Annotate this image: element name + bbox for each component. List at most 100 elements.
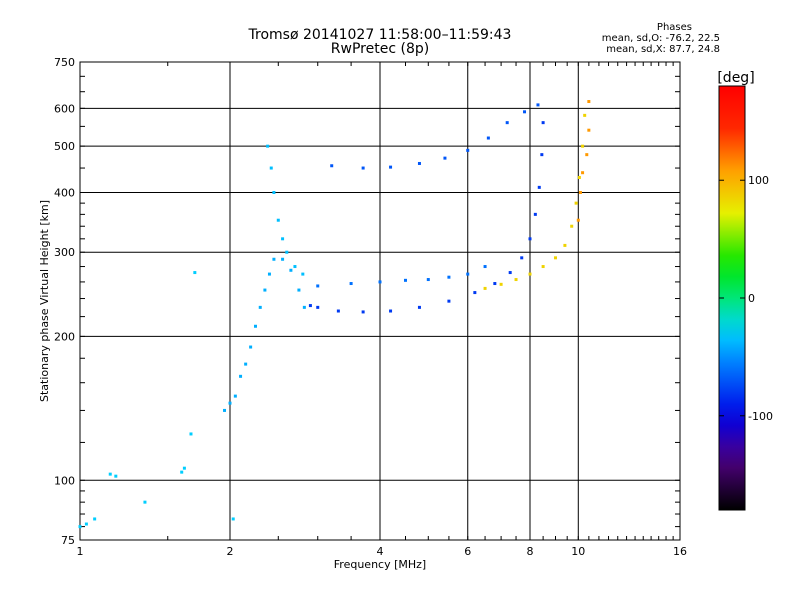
y-tick-label: 600: [54, 102, 75, 115]
data-point: [403, 278, 407, 282]
data-point: [93, 517, 97, 521]
data-point: [570, 224, 574, 228]
data-point: [563, 243, 567, 247]
data-point: [349, 282, 353, 286]
y-tick-label: 100: [54, 474, 75, 487]
data-point: [536, 103, 540, 107]
data-point: [581, 144, 585, 148]
data-point: [336, 309, 340, 313]
y-axis-label: Stationary phase Virtual Height [km]: [38, 200, 51, 402]
data-point: [587, 128, 591, 132]
data-point: [514, 278, 518, 282]
x-tick-label: 10: [571, 545, 585, 558]
data-point: [581, 171, 585, 175]
y-tick-label: 300: [54, 246, 75, 259]
data-point: [508, 271, 512, 275]
data-point: [239, 374, 243, 378]
y-tick-label: 400: [54, 186, 75, 199]
y-tick-label: 75: [61, 534, 75, 547]
data-point: [263, 288, 267, 292]
data-point: [285, 250, 289, 254]
data-point: [576, 218, 580, 222]
phase-info-o: mean, sd,O: -76.2, 22.5: [601, 33, 720, 44]
data-point: [466, 272, 470, 276]
data-point: [269, 166, 273, 170]
data-point: [378, 280, 382, 284]
data-point: [528, 237, 532, 241]
colorbar-tick-label: -100: [748, 410, 773, 423]
data-point: [361, 310, 365, 314]
data-point: [302, 305, 306, 309]
data-point: [272, 257, 276, 261]
y-tick-label: 200: [54, 330, 75, 343]
data-point: [587, 100, 591, 104]
data-point: [574, 201, 578, 205]
data-point: [78, 525, 82, 529]
data-point: [486, 136, 490, 140]
data-point: [249, 345, 253, 349]
data-point: [308, 304, 312, 308]
data-point: [447, 275, 451, 279]
x-tick-label: 2: [227, 545, 234, 558]
data-point: [316, 305, 320, 309]
data-point: [483, 265, 487, 269]
data-point: [293, 265, 297, 269]
data-point: [276, 218, 280, 222]
data-point: [505, 121, 509, 125]
data-point: [447, 299, 451, 303]
x-axis-label: Frequency [MHz]: [334, 558, 426, 571]
data-point: [223, 408, 227, 412]
x-tick-label: 8: [527, 545, 534, 558]
data-point: [553, 256, 557, 260]
data-point: [253, 324, 257, 328]
data-point: [330, 164, 334, 168]
data-point: [577, 175, 581, 179]
data-point: [426, 278, 430, 282]
data-point: [361, 166, 365, 170]
chart-subtitle: RwPretec (8p): [330, 41, 430, 57]
data-point: [193, 271, 197, 275]
x-tick-label: 4: [377, 545, 384, 558]
data-point: [143, 500, 147, 504]
data-point: [244, 362, 248, 366]
data-point: [258, 305, 262, 309]
data-point: [473, 291, 477, 295]
data-point: [281, 257, 285, 261]
data-point: [417, 305, 421, 309]
data-point: [541, 265, 545, 269]
phase-info: Phases mean, sd,O: -76.2, 22.5 mean, sd,…: [600, 22, 720, 55]
data-point: [520, 256, 524, 260]
data-point: [389, 309, 393, 313]
data-point: [281, 237, 285, 241]
y-tick-label: 500: [54, 140, 75, 153]
data-point: [537, 185, 541, 189]
data-point: [182, 466, 186, 470]
data-point: [272, 190, 276, 194]
data-point: [84, 522, 88, 526]
data-point: [231, 517, 235, 521]
data-point: [541, 121, 545, 125]
x-tick-label: 1: [77, 545, 84, 558]
phase-info-x: mean, sd,X: 87.7, 24.8: [606, 44, 720, 55]
data-point: [533, 212, 537, 216]
data-point: [417, 161, 421, 165]
data-point: [316, 284, 320, 288]
data-point: [493, 282, 497, 286]
data-point: [585, 153, 589, 157]
data-point: [301, 272, 305, 276]
data-point: [389, 165, 393, 169]
data-point: [233, 394, 237, 398]
data-point: [266, 144, 270, 148]
x-tick-label: 16: [673, 545, 687, 558]
data-point: [499, 282, 503, 286]
data-point: [108, 472, 112, 476]
data-point: [583, 113, 587, 117]
data-point: [528, 272, 532, 276]
data-point: [114, 474, 118, 478]
data-point: [523, 110, 527, 114]
data-point: [289, 268, 293, 272]
data-point: [189, 432, 193, 436]
y-tick-label: 750: [54, 56, 75, 69]
data-point: [466, 148, 470, 152]
data-point: [540, 153, 544, 157]
